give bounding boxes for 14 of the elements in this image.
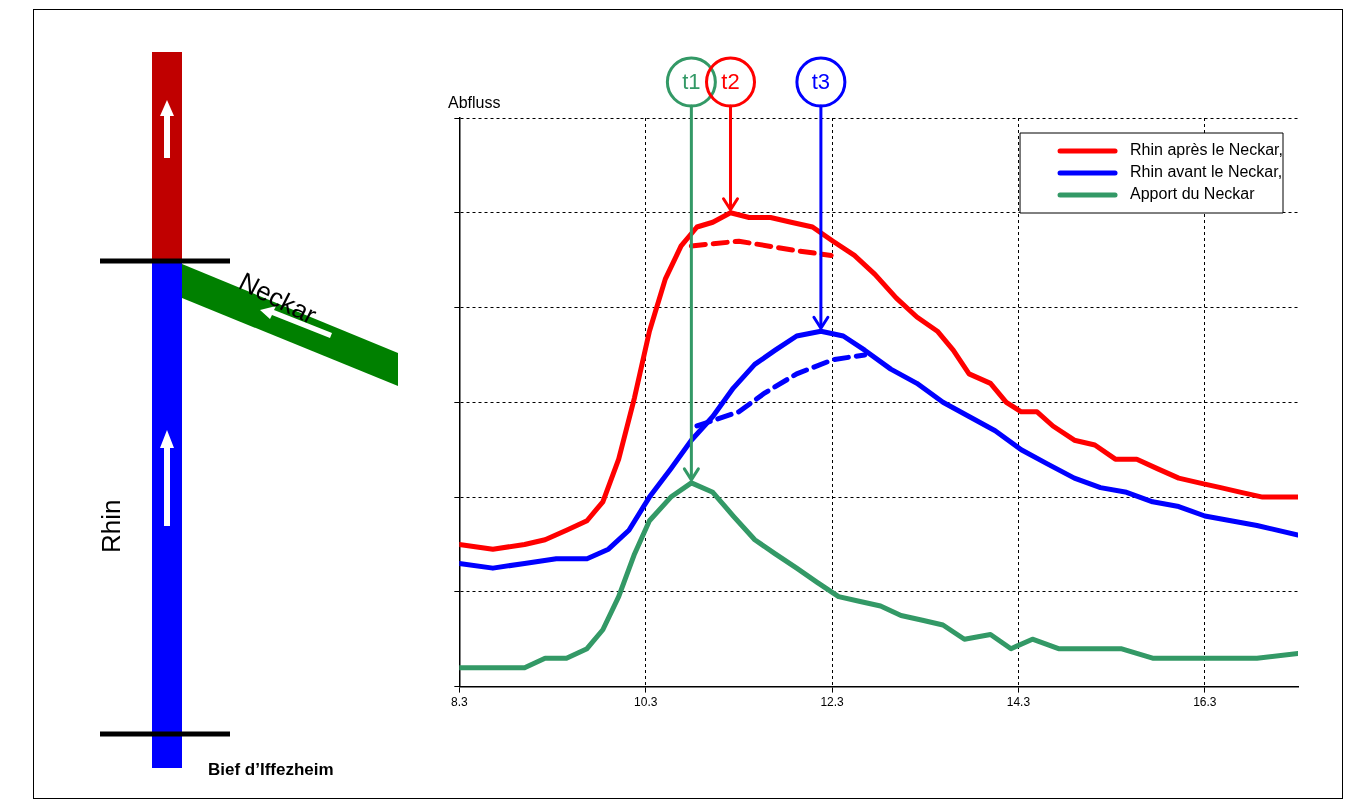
text: Bief d’Iffezheim	[208, 760, 334, 780]
x-tick-label: 14.3	[1006, 695, 1031, 710]
legend-label: Rhin avant le Neckar,	[1130, 163, 1283, 181]
legend-label: Apport du Neckar	[1130, 185, 1256, 203]
text: Abfluss	[448, 94, 501, 112]
x-tick-label: 10.3	[634, 695, 658, 710]
annotation: t1	[682, 69, 701, 95]
text: Rhin	[96, 499, 127, 553]
legend-label: Rhin après le Neckar,	[1130, 141, 1284, 159]
annotation: t3	[811, 69, 831, 95]
x-tick-label: 12.3	[820, 695, 845, 710]
annotation: t2	[721, 69, 740, 95]
x-tick-label: 16.3	[1193, 695, 1217, 710]
x-tick-label: 8.3	[451, 695, 468, 710]
